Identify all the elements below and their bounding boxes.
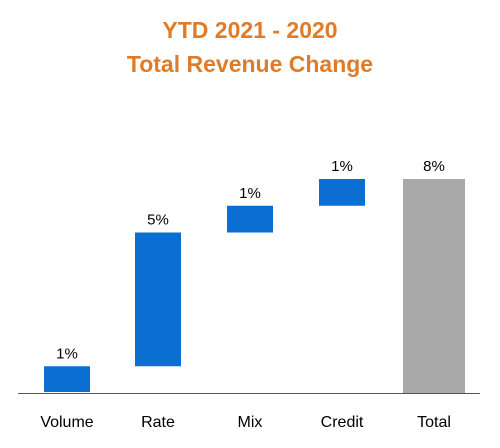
category-label-credit: Credit (321, 414, 364, 431)
data-label-credit: 1% (331, 158, 353, 175)
data-label-group: 1% 5% 1% 1% 8% (56, 158, 445, 362)
data-label-total: 8% (423, 158, 445, 175)
data-label-mix: 1% (239, 185, 261, 202)
chart-subtitle: Total Revenue Change (126, 51, 374, 77)
data-label-rate: 5% (147, 212, 169, 229)
chart-title: YTD 2021 - 2020 (162, 17, 338, 43)
category-label-group: Volume Rate Mix Credit Total (40, 414, 451, 431)
bar-rate (135, 232, 181, 367)
category-label-rate: Rate (141, 414, 175, 431)
bar-volume (44, 366, 90, 392)
bar-total (403, 179, 465, 393)
category-label-volume: Volume (40, 414, 93, 431)
data-label-volume: 1% (56, 345, 78, 362)
category-label-mix: Mix (238, 414, 263, 431)
bar-credit (319, 179, 365, 206)
bar-group (44, 179, 465, 393)
category-label-total: Total (417, 414, 451, 431)
bar-mix (227, 205, 273, 233)
